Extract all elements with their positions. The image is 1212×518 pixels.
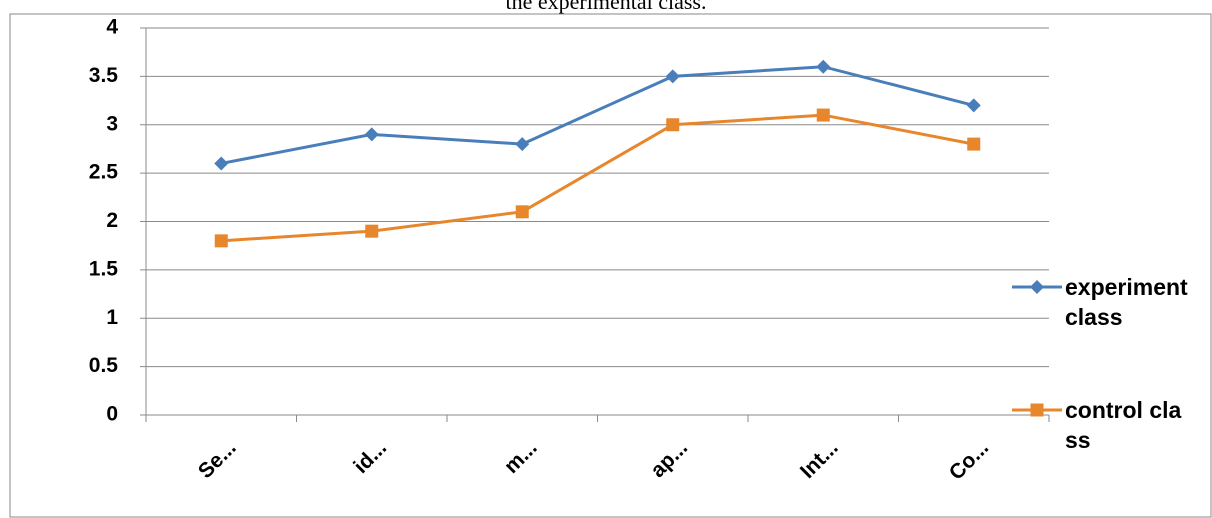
data-point <box>365 127 379 141</box>
x-tick-label: Int... <box>796 436 843 483</box>
chart-title: the experimental class. <box>506 0 707 14</box>
x-tick-label: Se... <box>194 436 241 483</box>
y-tick-label: 2.5 <box>89 161 119 184</box>
y-tick-label: 2 <box>106 209 118 232</box>
x-tick-label: m... <box>500 436 542 478</box>
page: {"chart_data": {"type": "line", "title":… <box>0 0 1212 518</box>
series-line <box>221 67 974 164</box>
legend-label: control class <box>1065 395 1193 455</box>
y-tick-label: 3 <box>106 112 118 135</box>
x-tick-label: id... <box>349 436 391 478</box>
data-point <box>967 98 981 112</box>
data-point <box>816 60 830 74</box>
x-tick-label: ap... <box>646 436 692 482</box>
data-point <box>365 225 378 238</box>
legend-label: experiment class <box>1065 272 1193 332</box>
data-point <box>666 69 680 83</box>
y-tick-label: 1 <box>106 306 118 329</box>
data-point <box>817 109 830 122</box>
data-point <box>967 138 980 151</box>
y-tick-label: 4 <box>106 16 118 39</box>
x-tick-label: Co... <box>945 436 993 484</box>
legend-marker <box>1031 404 1044 417</box>
data-point <box>666 118 679 131</box>
y-tick-label: 0 <box>106 403 118 426</box>
data-point <box>516 205 529 218</box>
y-tick-label: 3.5 <box>89 64 119 87</box>
chart-border <box>10 14 1211 517</box>
data-point <box>215 234 228 247</box>
chart: the experimental class. 0 0.5 1 1.5 2 2.5 3 3.5… <box>0 0 1212 518</box>
legend-marker <box>1030 280 1044 294</box>
data-point <box>515 137 529 151</box>
y-tick-label: 1.5 <box>89 257 119 280</box>
y-tick-label: 0.5 <box>89 354 119 377</box>
data-point <box>214 156 228 170</box>
